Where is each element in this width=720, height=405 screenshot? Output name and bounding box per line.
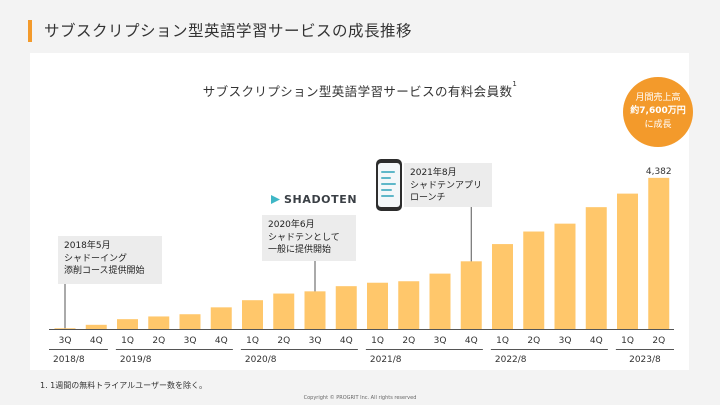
bar-19 [648, 177, 670, 329]
tick-label-16: 3Q [559, 336, 572, 346]
tick-label-10: 1Q [371, 336, 384, 346]
bar-10 [367, 282, 388, 329]
chart-title: サブスクリプション型英語学習サービスの有料会員数1 [0, 80, 720, 100]
annotation-2018-line1: 2018年5月 [64, 241, 111, 251]
tick-label-11: 2Q [402, 336, 415, 346]
bar-14 [492, 244, 513, 329]
tick-label-8: 3Q [309, 336, 322, 346]
bar-9 [335, 286, 357, 329]
tick-label-0: 3Q [59, 336, 72, 346]
chart-title-text: サブスクリプション型英語学習サービスの有料会員数 [202, 84, 513, 99]
tick-label-15: 2Q [527, 336, 540, 346]
bar-17 [585, 207, 607, 329]
shadoten-logo-text: SHADOTEN [284, 193, 358, 206]
app-phone-icon [376, 159, 402, 211]
tick-label-4: 3Q [184, 336, 197, 346]
bar-15 [523, 231, 545, 329]
annotation-2021-line1: 2021年8月 [410, 168, 457, 178]
tick-label-19: 2Q [652, 336, 665, 346]
annotation-2021: 2021年8月 シャドテンアプリ ローンチ [404, 163, 492, 207]
footnote: 1. 1週間の無料トライアルユーザー数を除く。 [40, 381, 208, 390]
chart-title-footnote-mark: 1 [512, 80, 518, 88]
tick-label-5: 4Q [215, 336, 228, 346]
revenue-badge-line1: 月間売上高 [635, 93, 681, 104]
bar-5 [210, 307, 232, 329]
app-phone-screen [378, 163, 400, 207]
tick-label-6: 1Q [246, 336, 259, 346]
tick-label-12: 3Q [434, 336, 447, 346]
bar-3 [148, 316, 170, 329]
bar-11 [398, 281, 420, 329]
annotation-2020-line1: 2020年6月 [268, 220, 315, 230]
tick-label-18: 1Q [621, 336, 634, 346]
shadoten-logo-icon [271, 195, 280, 204]
tick-label-9: 4Q [340, 336, 353, 346]
bar-4 [179, 314, 201, 329]
bar-16 [554, 223, 576, 329]
tick-label-1: 4Q [90, 336, 103, 346]
tick-label-2: 1Q [121, 336, 134, 346]
revenue-badge-line3: に成長 [644, 119, 672, 130]
shadoten-logo: SHADOTEN [270, 193, 357, 206]
tick-label-3: 2Q [152, 336, 165, 346]
annotation-2021-line3: ローンチ [410, 193, 446, 204]
bar-18 [617, 193, 638, 329]
revenue-badge-line2: 約7,600万円 [630, 106, 686, 117]
bar-2 [117, 319, 138, 329]
data-label: 4,382 [646, 167, 672, 177]
annotation-2020-line3: 一般に提供開始 [268, 245, 332, 256]
period-label: 2021/8 [370, 355, 402, 365]
tick-label-14: 1Q [496, 336, 509, 346]
copyright: Copyright © PROGRIT Inc. All rights rese… [303, 395, 417, 401]
tick-label-13: 4Q [465, 336, 478, 346]
title-accent-bar [28, 20, 32, 42]
page-title: サブスクリプション型英語学習サービスの成長推移 [44, 22, 413, 40]
period-label: 2022/8 [495, 355, 527, 365]
bar-8 [304, 291, 326, 329]
chart-card [30, 53, 689, 370]
bar-13 [460, 261, 482, 329]
period-label: 2023/8 [629, 355, 661, 365]
bar-0 [54, 328, 76, 329]
period-label: 2019/8 [120, 355, 152, 365]
bar-7 [273, 293, 295, 329]
annotation-2021-line2: シャドテンアプリ [410, 180, 483, 191]
bar-6 [242, 300, 263, 329]
bar-1 [85, 324, 107, 329]
annotation-2018: 2018年5月 シャドーイング 添削コース提供開始 [58, 236, 162, 284]
tick-label-7: 2Q [277, 336, 290, 346]
bar-12 [429, 273, 451, 329]
period-label: 2020/8 [245, 355, 277, 365]
annotation-2018-line2: シャドーイング [64, 253, 128, 264]
revenue-badge: 月間売上高 約7,600万円 に成長 [623, 77, 693, 147]
annotation-2020: 2020年6月 シャドテンとして 一般に提供開始 [262, 215, 356, 261]
annotation-2020-line2: シャドテンとして [268, 232, 340, 243]
tick-label-17: 4Q [590, 336, 603, 346]
annotation-2018-line3: 添削コース提供開始 [64, 266, 145, 277]
period-label: 2018/8 [53, 355, 85, 365]
